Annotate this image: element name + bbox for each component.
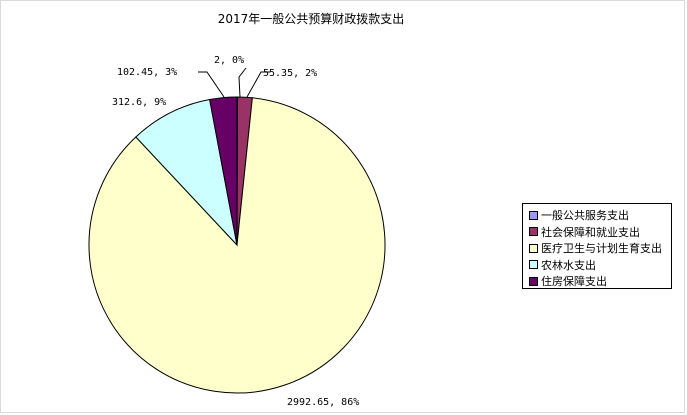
leader-line-5 — [198, 71, 225, 98]
legend-label-1: 一般公共服务支出 — [541, 209, 629, 223]
legend-swatch-3 — [529, 243, 538, 253]
legend-label-3: 医疗卫生与计划生育支出 — [541, 242, 662, 256]
legend-swatch-5 — [529, 276, 538, 286]
legend-item-4: 农林水支出 — [529, 257, 671, 274]
leader-line-1 — [238, 67, 247, 98]
legend-swatch-1 — [529, 210, 538, 220]
data-label-5: 102.45, 3% — [117, 67, 177, 78]
chart-legend: 一般公共服务支出 社会保障和就业支出医疗卫生与计划生育支出 农林水支出住房保障支出 — [522, 203, 672, 289]
legend-item-2: 社会保障和就业支出 — [529, 224, 671, 241]
legend-label-2: 社会保障和就业支出 — [541, 225, 640, 239]
legend-item-3: 医疗卫生与计划生育支出 — [529, 240, 671, 257]
pie-slice-4 — [135, 98, 238, 247]
legend-label-5: 住房保障支出 — [541, 275, 607, 289]
legend-swatch-4 — [529, 260, 538, 270]
pie-slice-5 — [209, 96, 238, 246]
legend-swatch-2 — [529, 227, 538, 237]
leader-line-2 — [246, 71, 270, 98]
data-label-3: 2992.65, 86% — [287, 397, 359, 408]
legend-item-1: 一般公共服务支出 — [529, 207, 671, 224]
data-label-4: 312.6, 9% — [112, 97, 166, 108]
legend-label-4: 农林水支出 — [541, 258, 596, 272]
data-label-2: 55.35, 2% — [263, 68, 317, 79]
data-label-1: 2, 0% — [214, 55, 244, 66]
chart-title: 2017年一般公共预算财政拨款支出 — [217, 12, 405, 26]
legend-item-5: 住房保障支出 — [529, 273, 671, 290]
